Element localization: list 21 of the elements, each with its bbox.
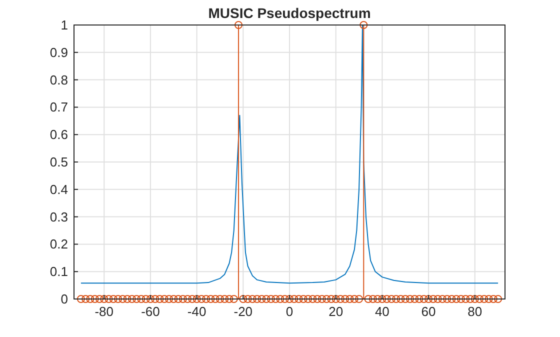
y-tick-label: 0.2: [50, 236, 68, 252]
x-tick-label: -60: [141, 304, 160, 319]
x-tick-label: -20: [234, 304, 253, 319]
y-tick-label: 0.6: [50, 127, 68, 142]
y-tick-label: 1: [60, 18, 68, 32]
x-tick-label: 40: [374, 304, 390, 319]
y-tick-label: 0.8: [50, 72, 68, 88]
x-tick-label: 20: [328, 304, 344, 319]
x-tick-label: 0: [286, 304, 294, 319]
y-tick-label: 0.9: [50, 44, 68, 60]
x-tick-label: -80: [94, 304, 114, 319]
x-tick-label: 60: [421, 304, 436, 319]
y-tick-label: 0.7: [50, 100, 68, 115]
y-tick-label: 0.3: [50, 209, 68, 224]
y-tick-label: 0.5: [50, 154, 68, 170]
x-tick-label: 80: [468, 304, 482, 319]
x-tick-label: -40: [187, 304, 206, 319]
y-tick-label: 0: [60, 292, 68, 306]
chart-title: MUSIC Pseudospectrum: [208, 5, 371, 21]
y-tick-label: 0.4: [50, 182, 68, 197]
y-tick-label: 0.1: [50, 264, 68, 280]
